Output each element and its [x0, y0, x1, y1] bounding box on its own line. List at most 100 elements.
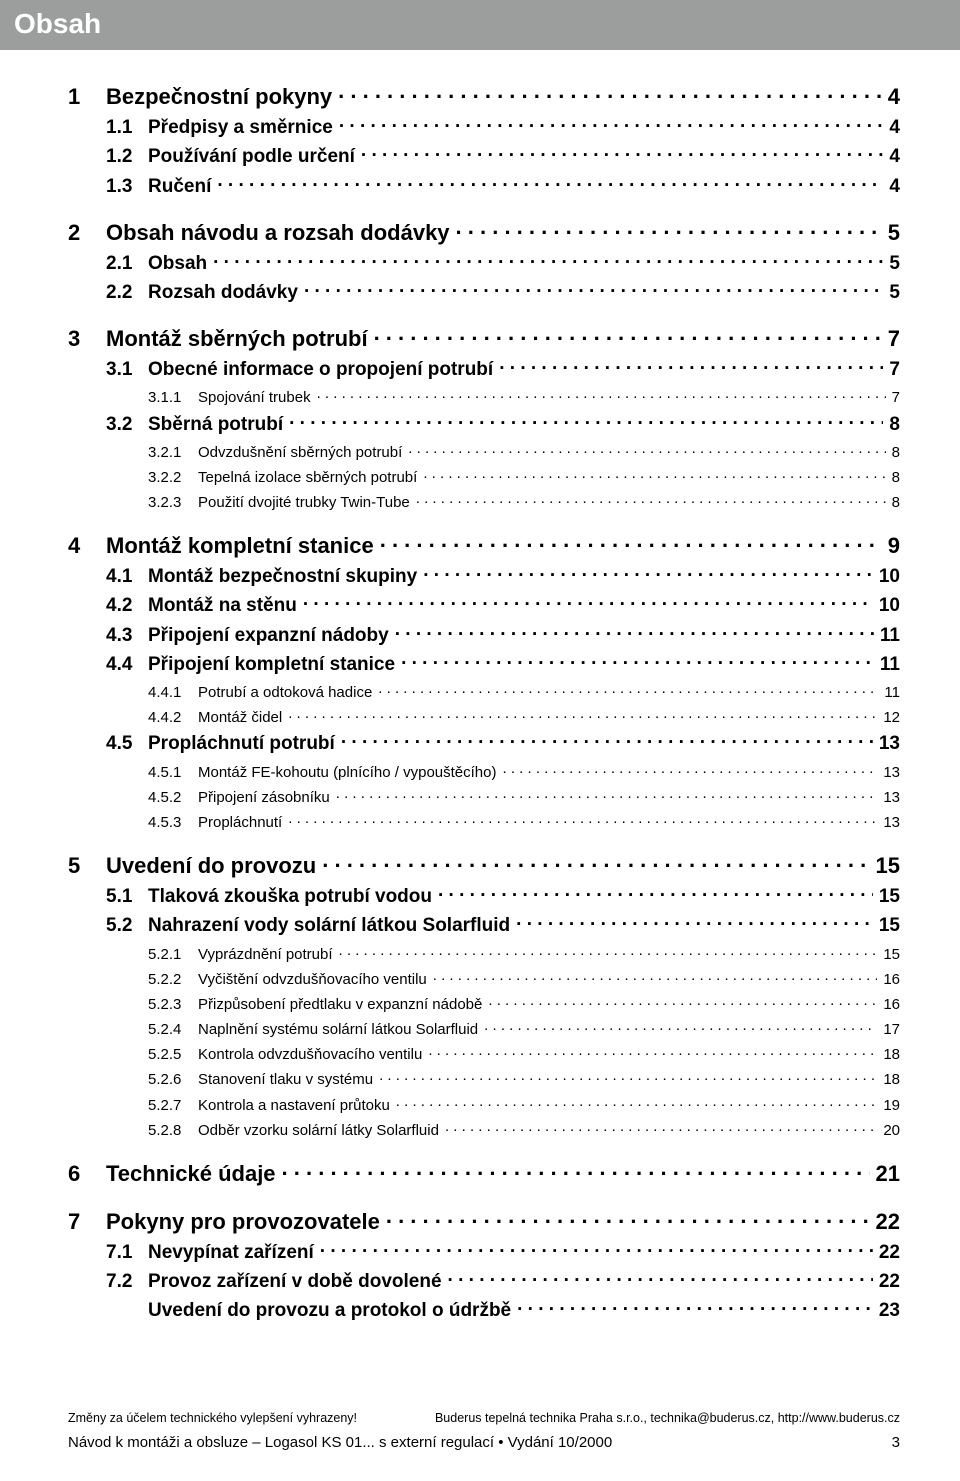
toc-title: Vyprázdnění potrubí [198, 946, 333, 963]
toc-page: 10 [879, 595, 900, 617]
toc-title: Montáž kompletní stanice [106, 533, 374, 559]
toc-number: 7.1 [106, 1242, 148, 1264]
toc-number: 5.2.8 [148, 1122, 198, 1139]
toc-title: Obsah [148, 253, 207, 275]
toc-number: 2 [68, 220, 106, 246]
toc-row: 5.2.4Naplnění systému solární látkou Sol… [68, 1015, 900, 1038]
toc-number: 4.5.2 [148, 789, 198, 806]
toc-leader [380, 534, 882, 553]
toc-leader [339, 939, 878, 958]
toc-title: Uvedení do provozu [106, 853, 316, 879]
toc-leader [438, 883, 873, 902]
toc-leader [317, 383, 886, 402]
toc-leader [423, 563, 873, 582]
toc-leader [488, 990, 877, 1009]
toc-leader [517, 1297, 873, 1316]
toc-row: 3.2.1Odvzdušnění sběrných potrubí8 [68, 438, 900, 461]
toc-row: 5.1Tlaková zkouška potrubí vodou15 [68, 883, 900, 908]
toc-row: 4.4Připojení kompletní stanice11 [68, 651, 900, 676]
page-number: 3 [892, 1434, 900, 1451]
toc-row: 5.2.8Odběr vzorku solární látky Solarflu… [68, 1116, 900, 1139]
toc-row: 5Uvedení do provozu 15 [68, 853, 900, 879]
toc-leader [448, 1268, 873, 1287]
toc-page: 21 [876, 1161, 900, 1187]
toc-page: 4 [889, 117, 900, 139]
toc-page: 13 [883, 789, 900, 806]
toc-number: 5.2.4 [148, 1021, 198, 1038]
toc-title: Naplnění systému solární látkou Solarflu… [198, 1021, 478, 1038]
toc-row: 3.1Obecné informace o propojení potrubí7 [68, 356, 900, 381]
toc-number: 5.2.1 [148, 946, 198, 963]
toc-page: 17 [883, 1021, 900, 1038]
toc-page: 15 [879, 915, 900, 937]
footer-line-1: Změny za účelem technického vylepšení vy… [68, 1411, 900, 1425]
toc-number: 5 [68, 853, 106, 879]
toc-page: 16 [883, 971, 900, 988]
toc-title: Vyčištění odvzdušňovacího ventilu [198, 971, 427, 988]
toc-title: Připojení kompletní stanice [148, 654, 395, 676]
toc-page: 7 [888, 326, 900, 352]
toc-row: 4.4.2Montáž čidel12 [68, 703, 900, 726]
toc-title: Montáž čidel [198, 709, 282, 726]
toc-page: 19 [883, 1097, 900, 1114]
toc-number: 3.2.3 [148, 494, 198, 511]
toc-number: 7 [68, 1209, 106, 1235]
toc-title: Kontrola a nastavení průtoku [198, 1097, 390, 1114]
toc-number: 3.1.1 [148, 389, 198, 406]
toc-page: 15 [883, 946, 900, 963]
toc-leader [456, 220, 882, 239]
toc-row: 3.2.2Tepelná izolace sběrných potrubí8 [68, 463, 900, 486]
toc-leader [339, 114, 884, 133]
toc-leader [282, 1162, 870, 1181]
toc-leader [408, 438, 885, 457]
toc-title: Připojení expanzní nádoby [148, 625, 389, 647]
toc-row: 7.2Provoz zařízení v době dovolené22 [68, 1268, 900, 1293]
toc-row: 4.1Montáž bezpečnostní skupiny10 [68, 563, 900, 588]
toc-page: 18 [883, 1071, 900, 1088]
toc-title: Propláchnutí [198, 814, 282, 831]
toc-title: Montáž FE-kohoutu (plnícího / vypouštěcí… [198, 764, 496, 781]
toc-row: 3.2.3Použití dvojité trubky Twin-Tube8 [68, 488, 900, 511]
toc-title: Ručení [148, 176, 211, 198]
toc-row: Uvedení do provozu a protokol o údržbě23 [68, 1297, 900, 1322]
toc-row: 3Montáž sběrných potrubí7 [68, 326, 900, 352]
toc-row: 1Bezpečnostní pokyny4 [68, 84, 900, 110]
toc-leader [428, 1040, 877, 1059]
toc-page: 4 [889, 146, 900, 168]
toc-leader [445, 1116, 877, 1135]
toc-leader [289, 410, 883, 429]
toc-leader [379, 1065, 877, 1084]
toc-page: 13 [883, 764, 900, 781]
toc-title: Pokyny pro provozovatele [106, 1209, 380, 1235]
toc-number: 4 [68, 533, 106, 559]
toc-page: 11 [884, 684, 900, 701]
toc-page: 11 [880, 654, 900, 676]
toc-number: 5.2.6 [148, 1071, 198, 1088]
toc-title: Rozsah dodávky [148, 282, 298, 304]
toc-leader [303, 592, 873, 611]
toc-page: 22 [876, 1209, 900, 1235]
spacer [68, 304, 900, 326]
toc-page: 15 [876, 853, 900, 879]
spacer [68, 511, 900, 533]
toc-leader [288, 808, 877, 827]
toc-row: 2.1Obsah5 [68, 250, 900, 275]
toc-leader [288, 703, 877, 722]
toc-leader [502, 757, 877, 776]
toc-title: Potrubí a odtoková hadice [198, 684, 372, 701]
toc-leader [361, 143, 884, 162]
toc-title: Montáž sběrných potrubí [106, 326, 368, 352]
toc-leader [395, 621, 874, 640]
toc-number: 3.2.2 [148, 469, 198, 486]
toc-page: 9 [888, 533, 900, 559]
toc-title: Přizpůsobení předtlaku v expanzní nádobě [198, 996, 482, 1013]
footer-line-2: Návod k montáži a obsluze – Logasol KS 0… [68, 1434, 900, 1451]
toc-page: 8 [889, 414, 900, 436]
toc-number: 2.2 [106, 282, 148, 304]
toc-row: 4.5.1Montáž FE-kohoutu (plnícího / vypou… [68, 757, 900, 780]
toc-row: 6Technické údaje21 [68, 1161, 900, 1187]
toc-number: 5.2.5 [148, 1046, 198, 1063]
toc-leader [217, 172, 883, 191]
toc-title: Nevypínat zařízení [148, 1242, 314, 1264]
toc-number: 1.2 [106, 146, 148, 168]
